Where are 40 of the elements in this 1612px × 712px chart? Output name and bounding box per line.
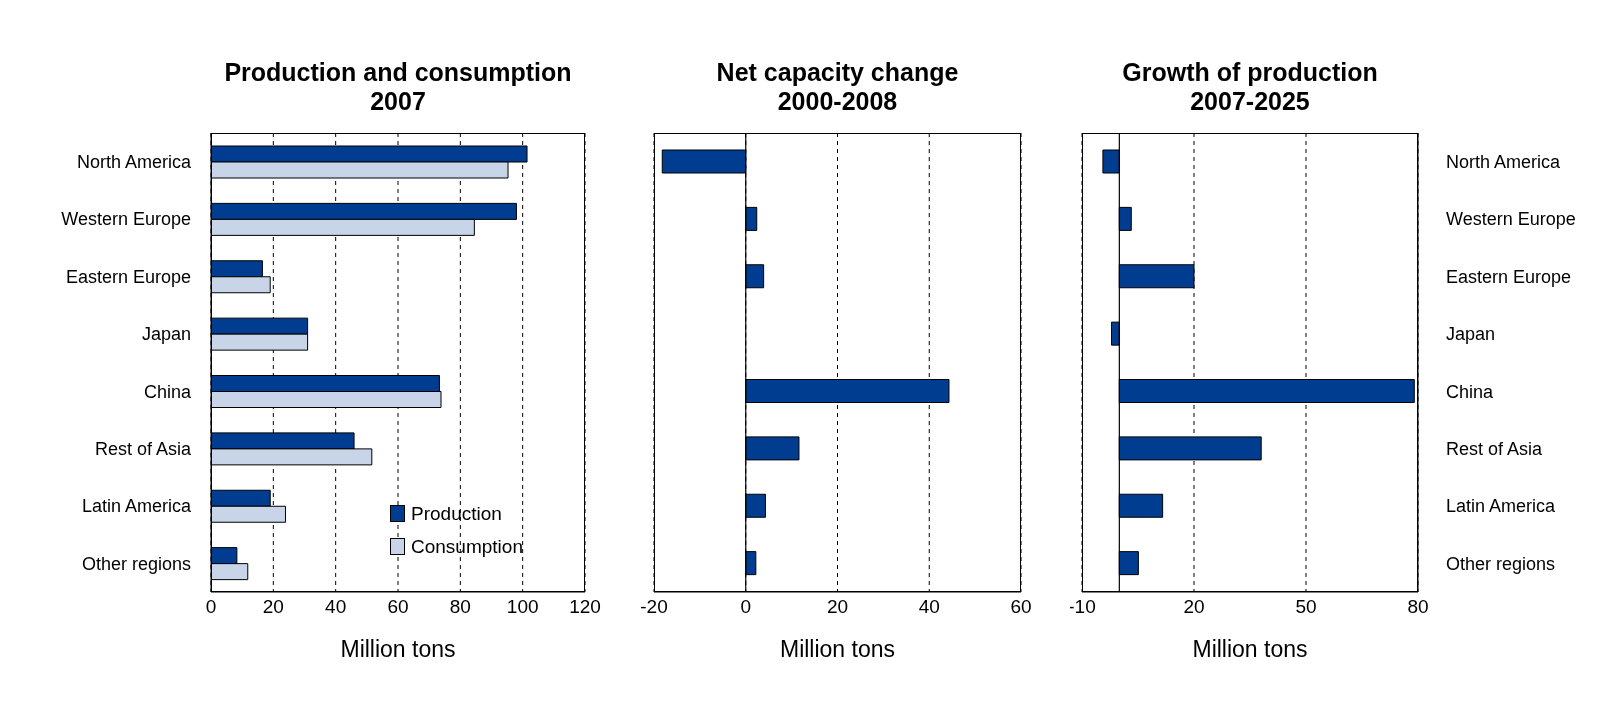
x-tick-label: 20 [1183,596,1205,618]
y-tick-label: China [1446,381,1495,402]
y-tick-label: Japan [1446,324,1496,345]
y-tick-label: Eastern Europe [65,266,191,287]
y-tick-label: North America [76,152,192,173]
x-tick-label: 40 [325,596,347,618]
y-tick-label: Eastern Europe [1446,266,1572,287]
y-tick-label: Western Europe [1446,209,1576,230]
x-tick-label: 120 [569,596,601,618]
x-tick-label: -10 [1068,596,1096,618]
x-tick-label: 60 [1010,596,1032,618]
x-tick-label: 50 [1295,596,1317,618]
y-tick-label: North America [1446,152,1562,173]
x-tick-label: 60 [387,596,409,618]
x-tick-label: 80 [1407,596,1429,618]
x-tick-label: 0 [740,596,752,618]
chart-title: Growth of production 2007-2025 [1121,58,1379,116]
legend-label: Consumption [411,535,523,559]
y-tick-label: Other regions [1446,553,1556,574]
y-tick-label: Rest of Asia [1446,438,1544,459]
chart-title: Production and consumption 2007 [223,58,573,116]
y-tick-label: Other regions [81,553,191,574]
x-tick-label: 40 [918,596,940,618]
x-axis-title: Million tons [339,636,457,663]
x-axis-title: Million tons [1191,636,1309,663]
y-tick-label: Japan [141,324,191,345]
x-tick-label: 20 [826,596,849,618]
y-tick-label: Western Europe [61,209,191,230]
y-tick-label: Latin America [81,496,192,517]
legend-label: Production [411,502,502,526]
y-tick-label: China [143,381,192,402]
x-tick-label: 80 [449,596,471,618]
x-tick-label: 100 [506,596,539,618]
y-tick-label: Rest of Asia [94,438,192,459]
x-tick-label: 20 [262,596,284,618]
x-tick-label: 0 [205,596,217,618]
chart-title: Net capacity change 2000-2008 [716,58,959,115]
x-axis-title: Million tons [778,636,896,663]
y-tick-label: Latin America [1446,496,1557,517]
x-tick-label: -20 [640,596,668,618]
